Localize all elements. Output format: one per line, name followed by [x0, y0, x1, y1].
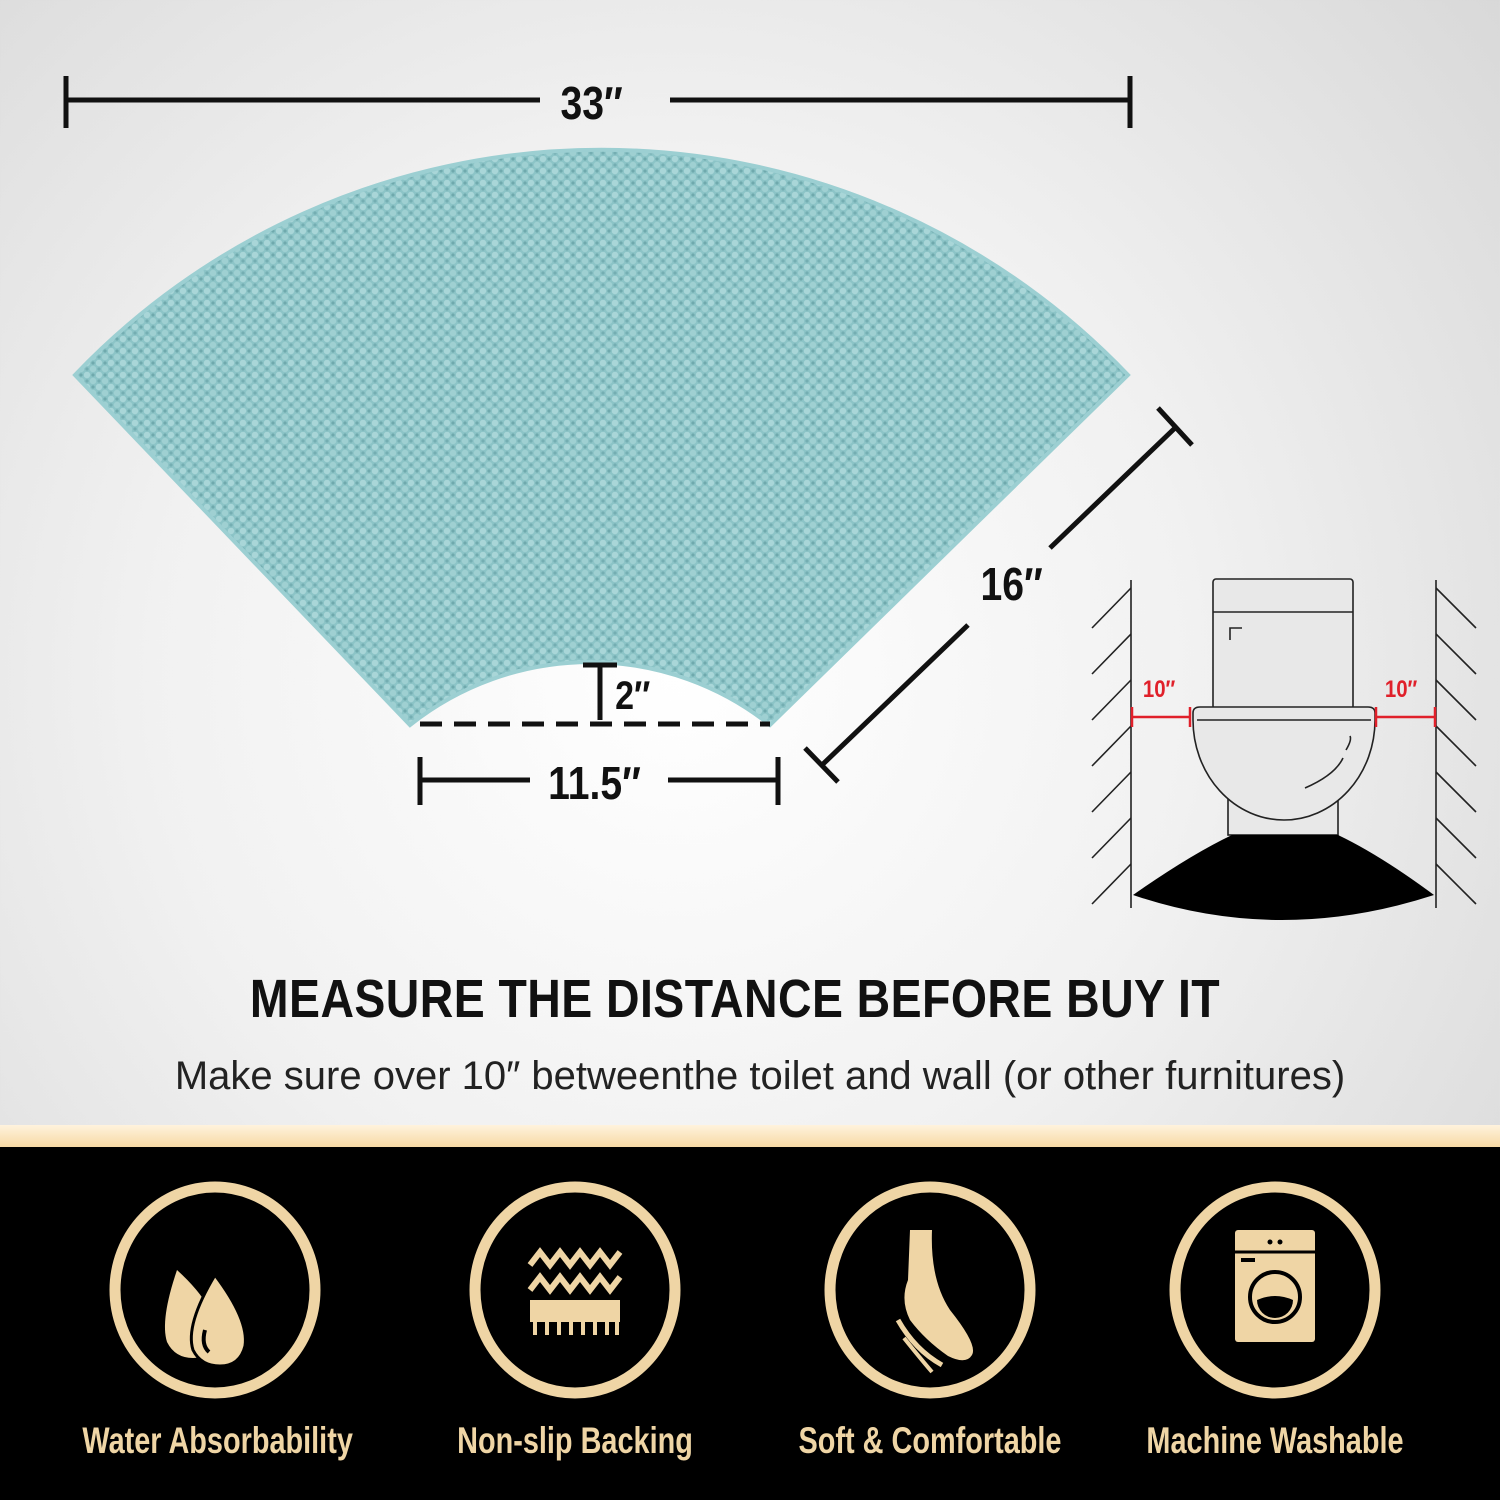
inner-width-dimension-label: 11.5″: [548, 757, 641, 809]
inner-depth-dimension-label: 2″: [615, 674, 651, 718]
feature-label: Soft & Comfortable: [798, 1420, 1062, 1461]
washing-machine-icon: [1169, 1181, 1381, 1399]
feature-machine-washable: Machine Washable: [1105, 1180, 1445, 1462]
dimension-lines: [63, 76, 1194, 805]
water-drops-icon: [109, 1181, 321, 1399]
non-slip-backing-icon: [469, 1181, 681, 1399]
toilet-placement-diagram: [1091, 578, 1477, 920]
left-clearance-label: 10″: [1142, 676, 1176, 703]
feature-soft-comfortable: Soft & Comfortable: [760, 1180, 1100, 1462]
gold-divider: [0, 1125, 1500, 1147]
subheadline: Make sure over 10″ betweenthe toilet and…: [174, 1054, 1346, 1098]
depth-dimension-label: 16″: [980, 558, 1043, 610]
right-clearance-label: 10″: [1384, 676, 1418, 703]
feature-non-slip-backing: Non-slip Backing: [405, 1180, 745, 1462]
headline: MEASURE THE DISTANCE BEFORE BUY IT: [249, 969, 1221, 1029]
feature-water-absorbability: Water Absorbability: [45, 1180, 385, 1462]
foot-icon: [824, 1181, 1036, 1399]
width-dimension-label: 33″: [560, 77, 623, 129]
feature-label: Water Absorbability: [82, 1420, 353, 1461]
bath-mat-image: [72, 147, 1131, 728]
feature-label: Machine Washable: [1146, 1420, 1404, 1461]
feature-label: Non-slip Backing: [457, 1420, 693, 1461]
